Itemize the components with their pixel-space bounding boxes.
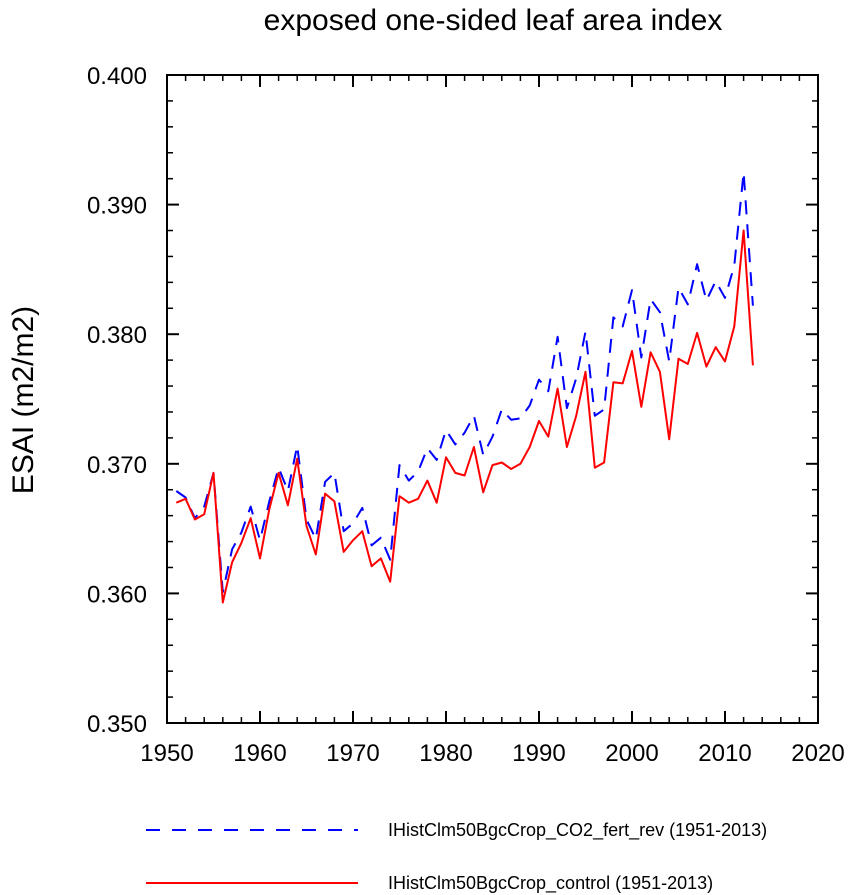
x-tick-label: 1960 (233, 740, 286, 767)
x-tick-label: 1980 (419, 740, 472, 767)
series-line-co2-fert-rev (175, 171, 754, 594)
x-tick-label: 2010 (698, 740, 751, 767)
series-layer (175, 171, 754, 604)
y-tick-label: 0.390 (87, 193, 147, 220)
x-tick-label: 2020 (791, 740, 844, 767)
legend-label: IHistClm50BgcCrop_control (1951-2013) (388, 873, 713, 894)
plot-frame (166, 74, 819, 724)
x-tick-label: 2000 (605, 740, 658, 767)
y-tick-label: 0.380 (87, 322, 147, 349)
x-tick-label: 1990 (512, 740, 565, 767)
y-axis-label: ESAI (m2/m2) (7, 306, 40, 494)
legend-label: IHistClm50BgcCrop_CO2_fert_rev (1951-201… (388, 820, 767, 841)
axis-ticks: 1950 1960 1970 1980 1990 2000 2010 2020 0.350 0.3… (87, 63, 845, 767)
chart-title: exposed one-sided leaf area index (264, 4, 723, 37)
x-tick-label: 1970 (326, 740, 379, 767)
y-tick-label: 0.360 (87, 581, 147, 608)
y-tick-label: 0.350 (87, 711, 147, 738)
y-tick-label: 0.370 (87, 452, 147, 479)
series-line-control (175, 229, 754, 604)
legend: IHistClm50BgcCrop_CO2_fert_rev (1951-201… (146, 820, 767, 894)
x-tick-label: 1950 (140, 740, 193, 767)
y-tick-label: 0.400 (87, 63, 147, 90)
